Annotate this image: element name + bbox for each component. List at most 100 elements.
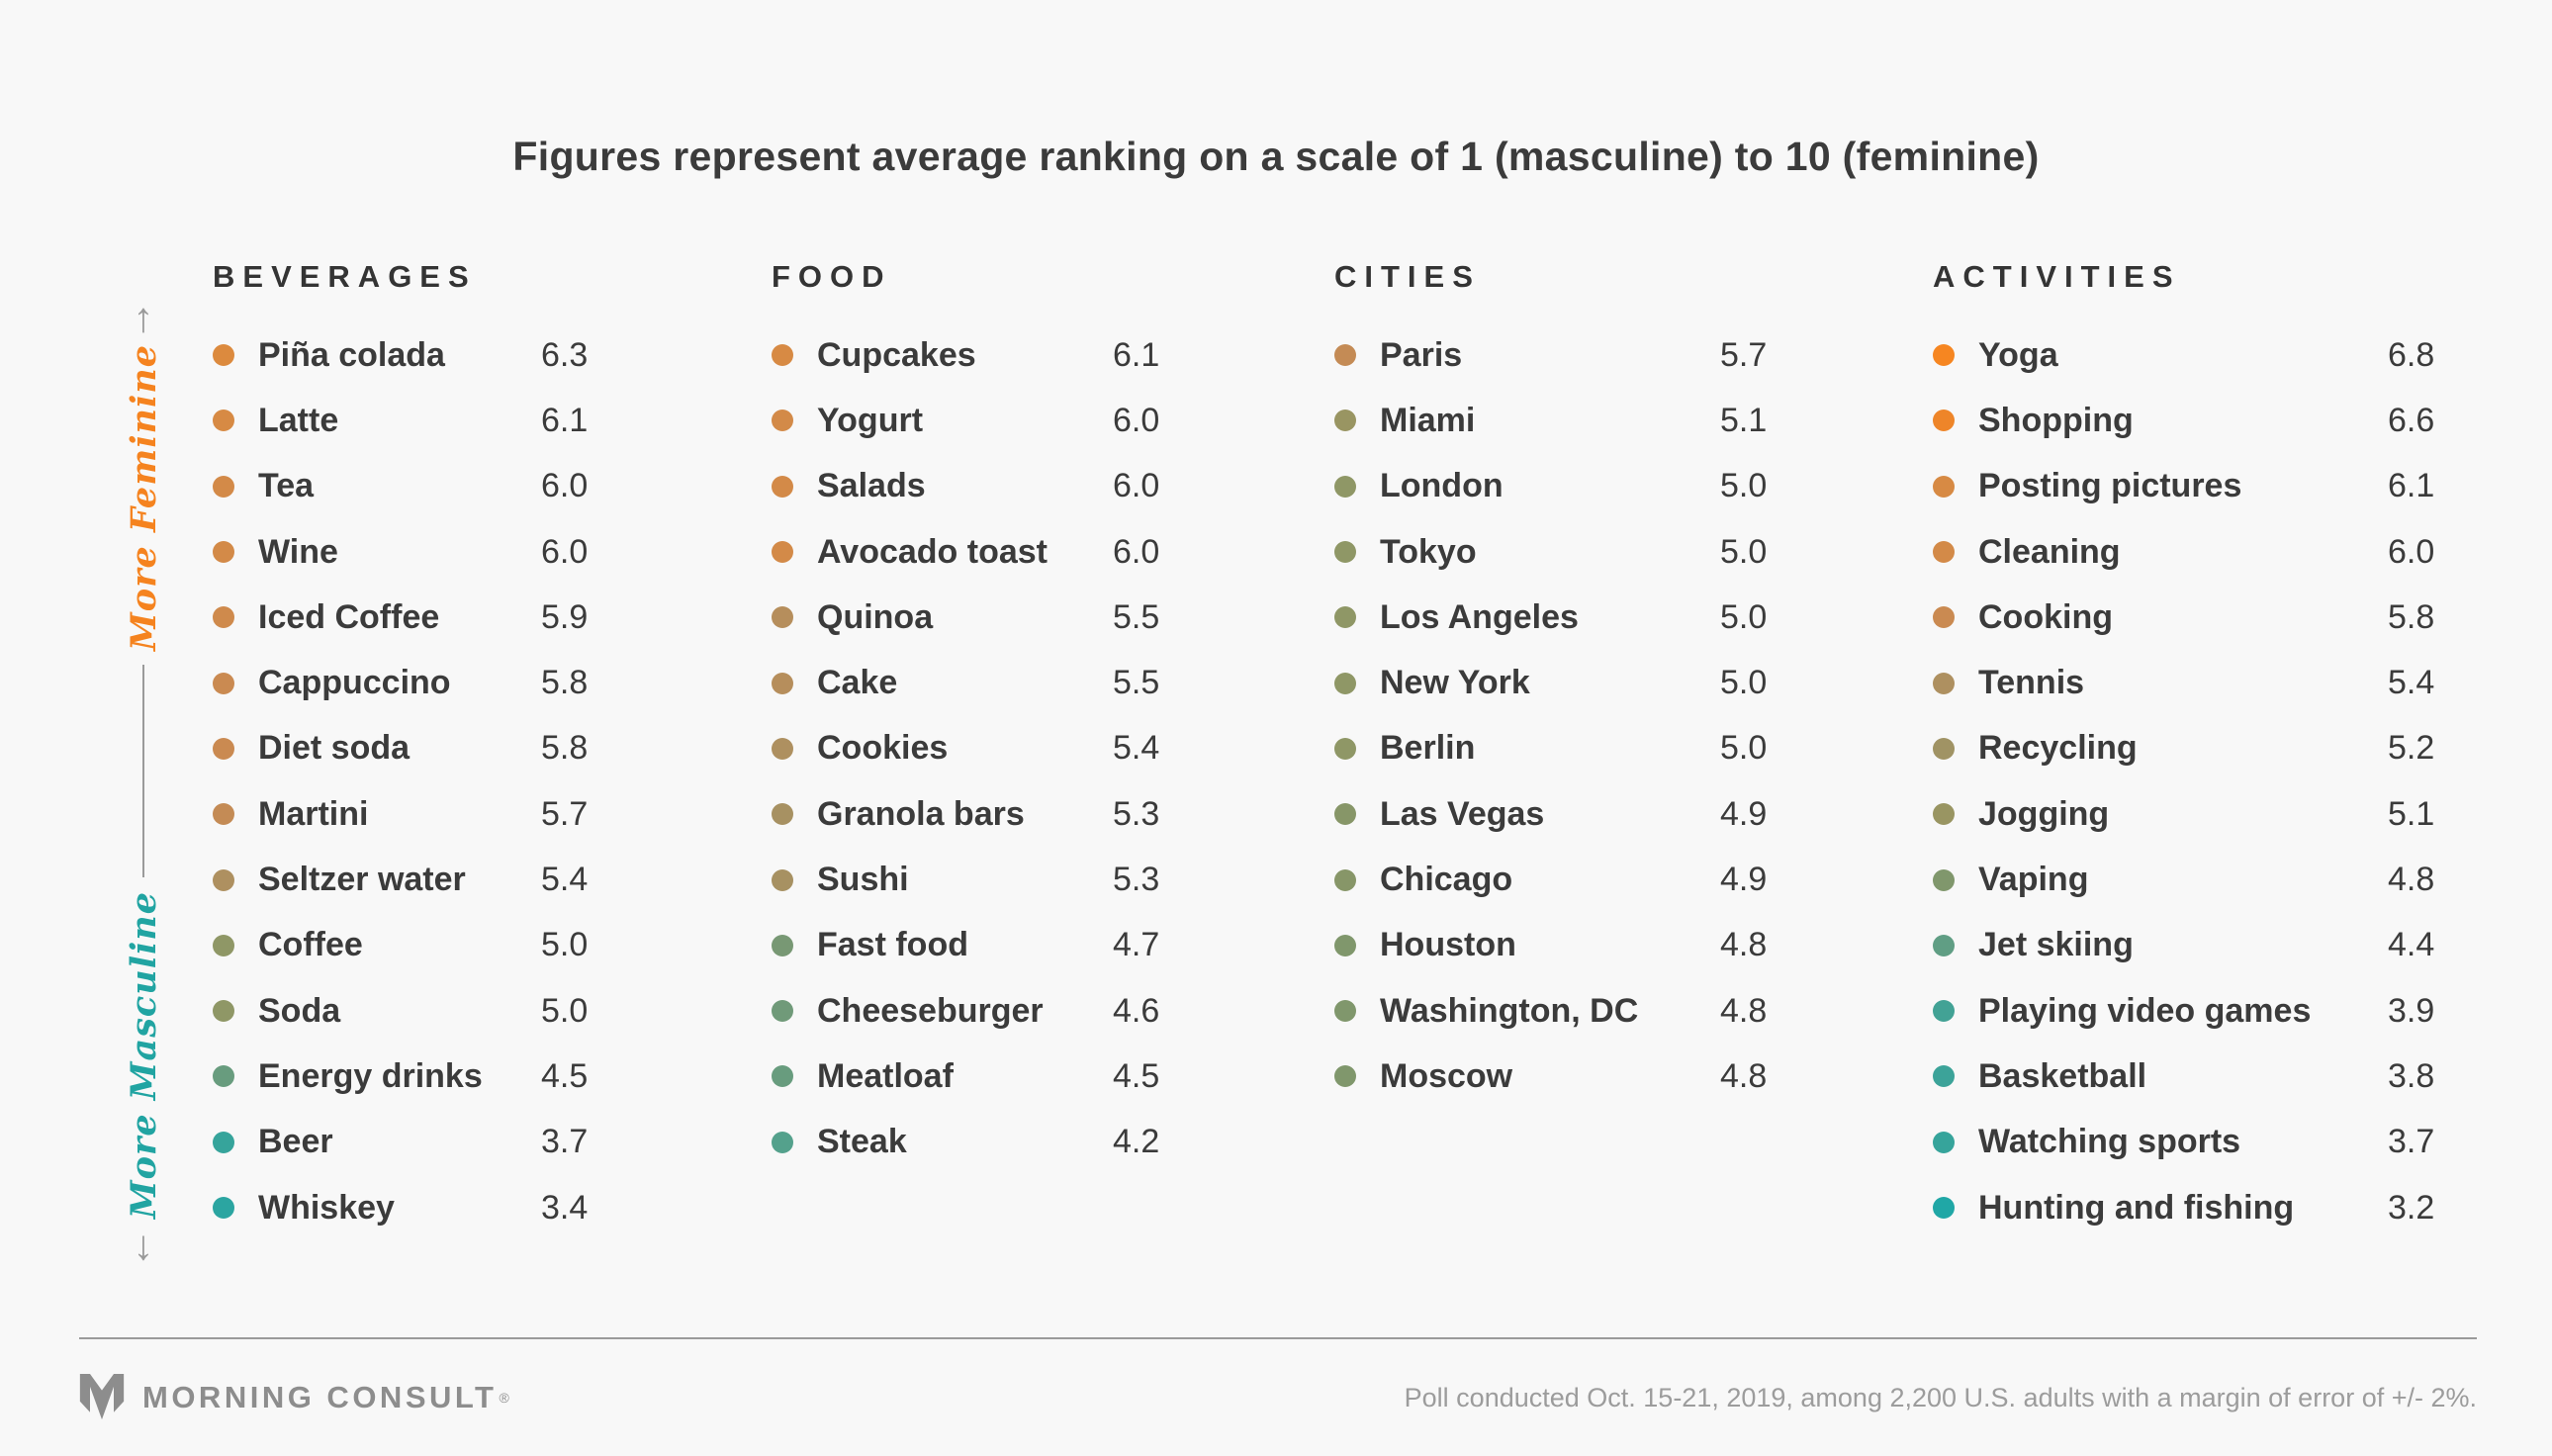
list-item: Yogurt 6.0 [772,388,1187,453]
item-label: Granola bars [817,794,1025,833]
rank-dot-icon [213,410,234,432]
item-label: Avocado toast [817,532,1048,571]
item-label: Cooking [1978,597,2113,636]
item-label: Sushi [817,861,909,899]
item-label: Hunting and fishing [1978,1188,2295,1227]
rank-dot-icon [1933,1065,1955,1088]
item-value: 4.6 [1113,991,1160,1030]
item-value: 5.9 [541,597,589,636]
rank-dot-icon [1933,1131,1955,1153]
rank-dot-icon [1933,475,1955,498]
rank-dot-icon [1334,475,1356,498]
list-item: Moscow 4.8 [1334,1044,1794,1109]
item-value: 5.0 [1720,467,1768,505]
item-label: Miami [1380,401,1476,439]
category-list: Cupcakes 6.1 Yogurt 6.0 Salads 6.0 Avoca… [772,322,1187,1175]
list-item: Cooking 5.8 [1933,585,2462,650]
item-label: Seltzer water [258,861,466,899]
item-label: Jet skiing [1978,926,2134,964]
list-item: Hunting and fishing 3.2 [1933,1175,2462,1240]
item-value: 5.1 [2388,794,2435,833]
rank-dot-icon [213,803,234,826]
category-column-activities: ACTIVITIES Yoga 6.8 Shopping 6.6 Posting… [1933,257,2462,1240]
item-value: 6.0 [541,467,589,505]
footer: MORNING CONSULT ® Poll conducted Oct. 15… [79,1363,2477,1432]
category-list: Paris 5.7 Miami 5.1 London 5.0 Tokyo 5.0… [1334,322,1794,1110]
rank-dot-icon [1933,737,1955,760]
item-value: 3.7 [2388,1123,2435,1161]
list-item: Chicago 4.9 [1334,847,1794,912]
rank-dot-icon [772,410,793,432]
rank-dot-icon [1933,672,1955,694]
item-value: 4.4 [2388,926,2435,964]
list-item: Recycling 5.2 [1933,716,2462,781]
item-label: Yoga [1978,335,2058,374]
item-label: Cleaning [1978,532,2121,571]
list-item: Steak 4.2 [772,1110,1187,1175]
list-item: Los Angeles 5.0 [1334,585,1794,650]
item-label: Tennis [1978,664,2085,702]
rank-dot-icon [1334,410,1356,432]
list-item: Cleaning 6.0 [1933,519,2462,585]
item-label: Los Angeles [1380,597,1579,636]
list-item: Jet skiing 4.4 [1933,913,2462,978]
list-item: Latte 6.1 [213,388,613,453]
item-value: 6.0 [2388,532,2435,571]
rank-dot-icon [1933,541,1955,564]
list-item: Whiskey 3.4 [213,1175,613,1240]
list-item: Seltzer water 5.4 [213,847,613,912]
item-value: 5.8 [2388,597,2435,636]
list-item: Tennis 5.4 [1933,650,2462,715]
item-label: Latte [258,401,339,439]
rank-dot-icon [772,1000,793,1023]
footer-divider [79,1337,2477,1339]
axis-line [142,664,144,877]
rank-dot-icon [772,475,793,498]
category-header: BEVERAGES [213,259,477,294]
item-label: Whiskey [258,1188,395,1227]
item-value: 5.4 [2388,664,2435,702]
item-label: Watching sports [1978,1123,2241,1161]
list-item: Soda 5.0 [213,978,613,1044]
item-label: Fast food [817,926,968,964]
item-value: 4.8 [1720,1056,1768,1095]
rank-dot-icon [1334,606,1356,629]
item-value: 6.0 [1113,467,1160,505]
item-value: 4.5 [541,1056,589,1095]
rank-dot-icon [772,868,793,891]
category-column-beverages: BEVERAGES Piña colada 6.3 Latte 6.1 Tea … [213,257,613,1240]
rank-dot-icon [1933,868,1955,891]
rank-dot-icon [213,541,234,564]
item-label: Basketball [1978,1056,2147,1095]
item-value: 5.2 [2388,729,2435,768]
item-label: Posting pictures [1978,467,2242,505]
rank-dot-icon [213,737,234,760]
item-value: 5.0 [1720,532,1768,571]
item-label: Diet soda [258,729,410,768]
rank-dot-icon [213,1131,234,1153]
item-value: 4.8 [1720,926,1768,964]
item-label: Soda [258,991,341,1030]
item-label: Salads [817,467,926,505]
axis-label-more-feminine: More Feminine [123,344,164,651]
item-value: 6.1 [1113,335,1160,374]
list-item: Iced Coffee 5.9 [213,585,613,650]
item-label: London [1380,467,1504,505]
rank-dot-icon [772,934,793,956]
rank-dot-icon [1334,803,1356,826]
item-value: 6.8 [2388,335,2435,374]
list-item: London 5.0 [1334,454,1794,519]
item-label: Tea [258,467,315,505]
list-item: Granola bars 5.3 [772,781,1187,847]
item-label: Piña colada [258,335,445,374]
rank-dot-icon [772,803,793,826]
list-item: Wine 6.0 [213,519,613,585]
item-value: 3.8 [2388,1056,2435,1095]
rank-dot-icon [1334,737,1356,760]
list-item: Sushi 5.3 [772,847,1187,912]
rank-dot-icon [1933,1000,1955,1023]
rank-dot-icon [213,344,234,367]
rank-dot-icon [1334,672,1356,694]
rank-dot-icon [772,1065,793,1088]
rank-dot-icon [772,541,793,564]
